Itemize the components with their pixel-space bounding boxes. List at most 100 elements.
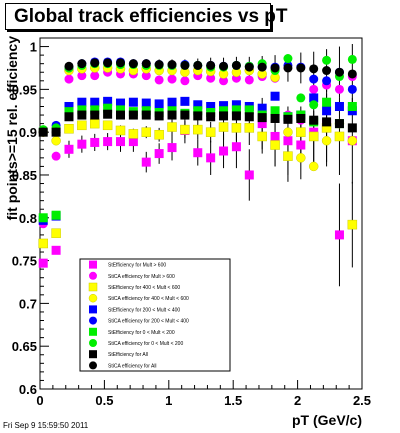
data-point <box>90 137 100 147</box>
data-point <box>309 74 319 84</box>
data-point <box>64 74 74 84</box>
series-1 <box>38 119 357 268</box>
data-point <box>296 113 306 123</box>
data-point <box>180 96 190 106</box>
data-point <box>309 64 319 74</box>
x-tick-label: 2 <box>294 393 301 408</box>
data-point <box>128 110 138 120</box>
data-point <box>51 228 61 238</box>
data-point <box>322 97 332 107</box>
data-point <box>231 100 241 110</box>
x-tick-label: 1.5 <box>224 393 242 408</box>
legend-label: StEfficiency for All <box>108 352 148 358</box>
data-point <box>219 61 229 71</box>
x-tick-label: 1 <box>165 393 172 408</box>
data-point <box>51 210 61 220</box>
y-axis-label: fit points>=15 rel. efficiency <box>4 36 20 221</box>
data-point <box>347 219 358 230</box>
data-point <box>231 123 242 133</box>
data-point <box>167 97 177 107</box>
data-point <box>334 119 344 129</box>
legend-marker <box>88 282 98 292</box>
legend-label: StiCA efficiency for Mult > 600 <box>108 274 175 280</box>
data-point <box>103 137 113 147</box>
legend-label: StEfficiency for 200 < Mult < 400 <box>108 307 180 313</box>
data-point <box>64 123 74 134</box>
series-3 <box>38 118 358 249</box>
data-point <box>296 140 306 150</box>
data-point <box>115 125 126 136</box>
data-point <box>347 69 357 79</box>
data-point <box>38 258 48 268</box>
data-point <box>205 127 216 137</box>
data-point <box>193 124 203 135</box>
legend-entry: StEfficiency for 200 < Mult < 400 <box>89 305 180 314</box>
data-point <box>309 100 319 110</box>
timestamp-footer: Fri Sep 9 15:59:50 2011 <box>3 421 89 430</box>
data-point <box>206 73 216 83</box>
data-point <box>141 59 151 69</box>
legend-box <box>79 258 231 372</box>
data-point <box>116 137 125 147</box>
data-point <box>154 149 164 159</box>
data-point <box>167 74 177 84</box>
data-point <box>90 71 100 81</box>
legend-marker <box>89 327 97 336</box>
data-point <box>347 135 358 146</box>
legend-marker <box>89 339 97 347</box>
data-point <box>141 98 151 108</box>
data-point <box>219 76 229 86</box>
data-point <box>308 131 319 142</box>
data-point <box>322 66 332 76</box>
data-point <box>128 137 138 147</box>
data-point <box>116 110 125 120</box>
legend-entry: StEfficiency for 0 < Mult < 200 <box>89 327 175 336</box>
data-point <box>322 106 332 116</box>
data-point <box>334 131 345 142</box>
data-point <box>193 111 203 121</box>
data-point <box>141 110 151 120</box>
legend-label: StiCA efficiency for 0 < Mult < 200 <box>108 341 183 347</box>
y-tick-label: 0.75 <box>12 254 37 269</box>
data-point <box>257 62 267 72</box>
data-point <box>90 105 100 115</box>
data-point <box>322 117 332 127</box>
data-point <box>77 71 87 81</box>
data-point <box>167 110 177 120</box>
series-10 <box>38 58 357 137</box>
data-point <box>38 127 48 137</box>
data-point <box>347 123 357 133</box>
data-point <box>141 157 151 167</box>
data-point <box>321 135 332 146</box>
y-tick-label: 0.95 <box>12 82 37 97</box>
data-point <box>283 151 293 161</box>
data-point <box>51 135 61 146</box>
data-point <box>270 140 280 150</box>
data-point <box>103 109 113 119</box>
data-point <box>103 103 113 113</box>
data-point <box>180 110 190 120</box>
data-point <box>103 58 113 68</box>
x-axis-label: pT (GeV/c) <box>292 412 362 428</box>
data-point <box>283 136 293 146</box>
data-point <box>283 127 293 137</box>
x-tick-label: 2.5 <box>353 393 371 408</box>
data-point <box>141 71 151 81</box>
data-point <box>90 58 100 68</box>
data-point <box>347 54 357 64</box>
data-point <box>244 112 254 122</box>
data-point <box>64 144 74 154</box>
legend-entry: StiCA efficiency for All <box>89 361 157 370</box>
data-point <box>244 123 255 133</box>
data-point <box>193 106 203 116</box>
data-point <box>77 59 87 69</box>
legend-marker <box>89 316 97 325</box>
data-point <box>296 153 306 163</box>
data-point <box>77 110 87 120</box>
data-point <box>154 129 164 140</box>
y-tick-label: 0.7 <box>19 296 37 311</box>
data-point <box>270 63 280 73</box>
data-point <box>219 146 229 156</box>
data-point <box>193 148 203 158</box>
legend-entry: StEfficiency for Mult > 600 <box>89 260 166 269</box>
